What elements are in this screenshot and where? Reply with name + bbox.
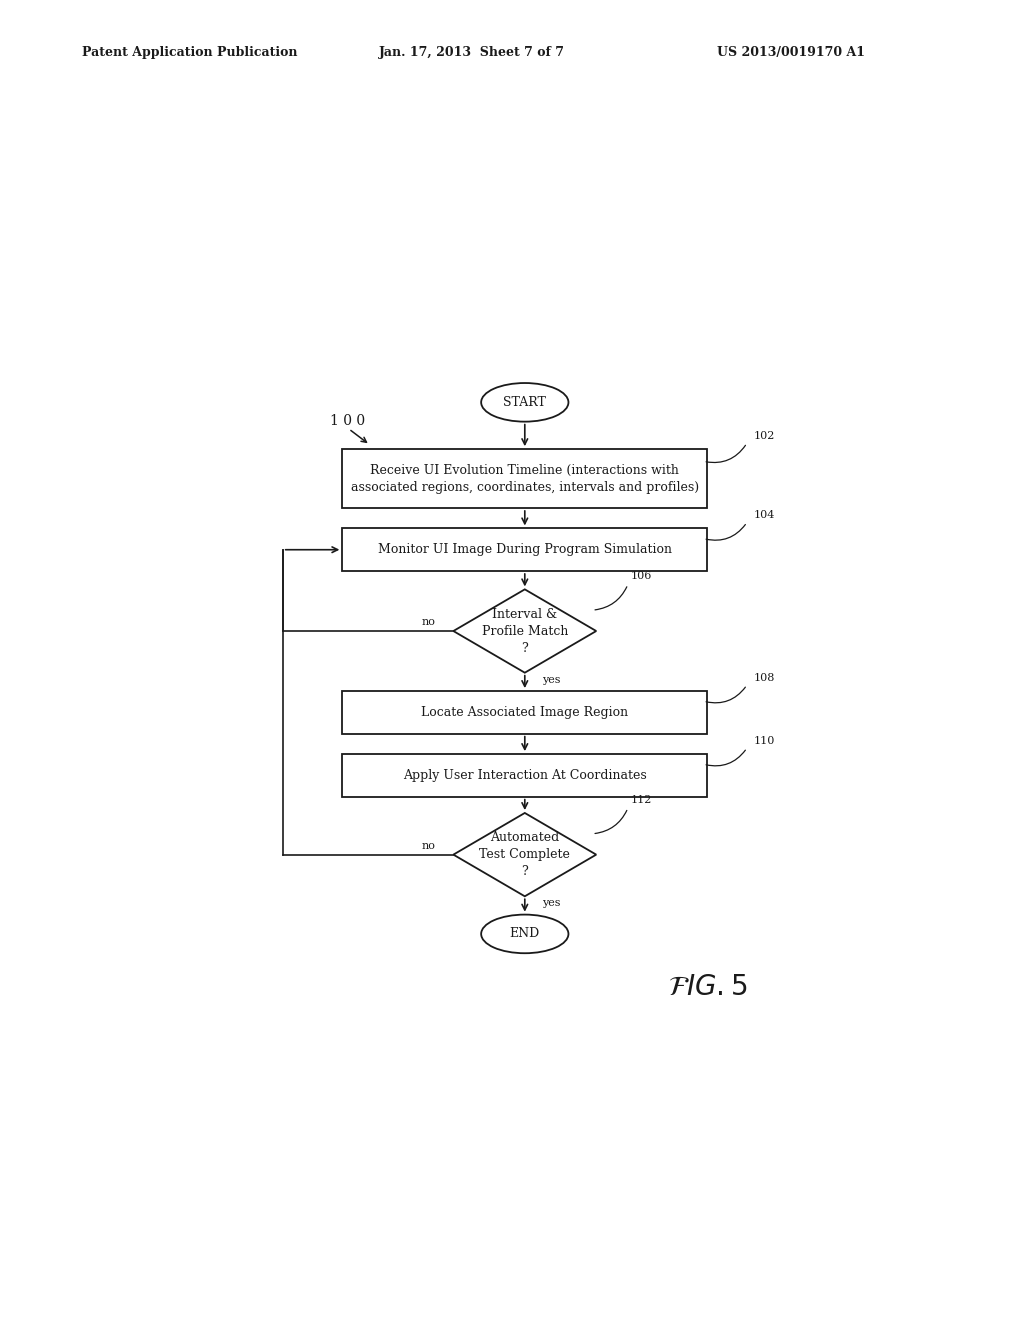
Text: Automated
Test Complete
?: Automated Test Complete ?	[479, 832, 570, 878]
Bar	[342, 754, 708, 797]
Text: Interval &
Profile Match
?: Interval & Profile Match ?	[481, 607, 568, 655]
Text: Patent Application Publication: Patent Application Publication	[82, 46, 297, 59]
Text: Monitor UI Image During Program Simulation: Monitor UI Image During Program Simulati…	[378, 544, 672, 556]
Text: yes: yes	[543, 675, 561, 685]
Text: no: no	[422, 841, 435, 850]
Bar	[342, 449, 708, 508]
Text: 102: 102	[754, 430, 775, 441]
Text: 1 0 0: 1 0 0	[331, 413, 366, 428]
Bar	[342, 690, 708, 734]
Text: 110: 110	[754, 735, 775, 746]
Text: $\mathcal{F}$$\mathit{IG. 5}$: $\mathcal{F}$$\mathit{IG. 5}$	[668, 973, 746, 1001]
Text: yes: yes	[543, 899, 561, 908]
Text: US 2013/0019170 A1: US 2013/0019170 A1	[717, 46, 865, 59]
Text: 104: 104	[754, 511, 775, 520]
Text: Jan. 17, 2013  Sheet 7 of 7: Jan. 17, 2013 Sheet 7 of 7	[379, 46, 565, 59]
Text: END: END	[510, 928, 540, 940]
Text: Apply User Interaction At Coordinates: Apply User Interaction At Coordinates	[402, 768, 647, 781]
Text: 112: 112	[631, 795, 651, 805]
Text: 106: 106	[631, 572, 651, 581]
Text: Receive UI Evolution Timeline (interactions with
associated regions, coordinates: Receive UI Evolution Timeline (interacti…	[351, 463, 698, 494]
Text: 108: 108	[754, 673, 775, 682]
Text: START: START	[504, 396, 546, 409]
Text: no: no	[422, 616, 435, 627]
Text: Locate Associated Image Region: Locate Associated Image Region	[421, 706, 629, 719]
Bar	[342, 528, 708, 572]
